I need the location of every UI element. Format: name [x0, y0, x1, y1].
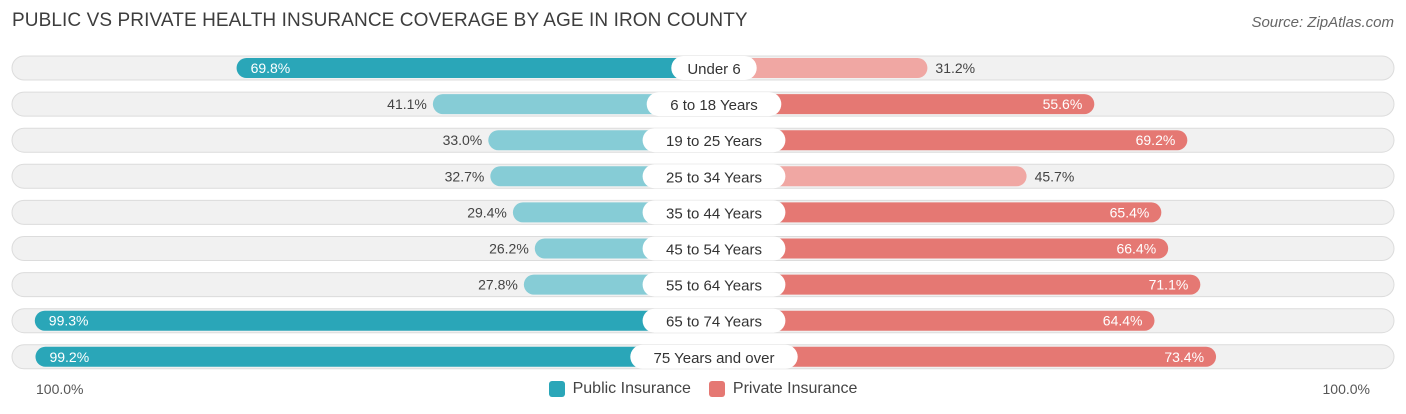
legend: Public Insurance Private Insurance [0, 380, 1406, 398]
legend-label-private: Private Insurance [732, 380, 858, 397]
private-bar [714, 130, 1188, 151]
private-value-label: 45.7% [1035, 168, 1075, 184]
private-bar [714, 166, 1027, 187]
category-pill [642, 164, 786, 189]
private-value-label: 71.1% [1149, 277, 1189, 293]
legend-item-private: Private Insurance [708, 380, 858, 398]
category-label: 35 to 44 Years [666, 205, 762, 222]
category-pill [642, 308, 786, 333]
public-value-label: 33.0% [443, 132, 483, 148]
private-bar [714, 202, 1162, 223]
private-value-label: 66.4% [1116, 241, 1156, 257]
category-label: Under 6 [687, 61, 740, 78]
public-bar [236, 58, 714, 78]
private-value-label: 65.4% [1110, 204, 1150, 220]
private-bar [714, 346, 1217, 367]
category-label: 45 to 54 Years [666, 242, 762, 259]
public-value-label: 41.1% [387, 96, 427, 112]
public-bar [432, 94, 714, 115]
private-value-label: 55.6% [1043, 96, 1083, 112]
category-label: 25 to 34 Years [666, 169, 762, 186]
legend-item-public: Public Insurance [548, 380, 691, 398]
private-value-label: 64.4% [1103, 313, 1143, 329]
public-bar [34, 310, 714, 331]
private-value-label: 73.4% [1164, 349, 1204, 365]
private-bar [714, 238, 1169, 259]
public-value-label: 69.8% [251, 60, 291, 76]
private-bar [714, 94, 1095, 115]
private-bar [714, 274, 1201, 295]
category-pill [646, 92, 782, 117]
axis-right-label: 100.0% [1322, 381, 1370, 397]
category-pill [642, 128, 786, 153]
source-note: Source: ZipAtlas.com [1251, 14, 1394, 31]
legend-label-public: Public Insurance [572, 380, 691, 397]
private-value-label: 31.2% [935, 60, 975, 76]
public-bar [35, 346, 715, 367]
private-bar [714, 58, 928, 78]
category-label: 75 Years and over [654, 350, 775, 367]
category-label: 55 to 64 Years [666, 278, 762, 295]
category-label: 6 to 18 Years [670, 97, 758, 114]
category-pill [630, 344, 798, 369]
public-value-label: 29.4% [467, 204, 507, 220]
public-value-label: 32.7% [445, 168, 485, 184]
category-label: 65 to 74 Years [666, 314, 762, 331]
private-value-label: 69.2% [1136, 132, 1176, 148]
public-value-label: 26.2% [489, 241, 529, 257]
axis-left-label: 100.0% [36, 381, 84, 397]
public-value-label: 27.8% [478, 277, 518, 293]
legend-swatch-private [708, 381, 725, 397]
category-pill [642, 200, 786, 225]
category-pill [642, 236, 786, 261]
public-value-label: 99.3% [49, 313, 89, 329]
category-pill [642, 272, 786, 297]
chart-title: PUBLIC VS PRIVATE HEALTH INSURANCE COVER… [12, 10, 748, 31]
legend-swatch-public [548, 381, 565, 397]
public-value-label: 99.2% [49, 349, 89, 365]
category-label: 19 to 25 Years [666, 133, 762, 150]
category-pill [671, 56, 757, 80]
chart: 69.8% 31.2% Under 6 41.1% 55.6% 6 to 18 Years… [11, 55, 1395, 370]
private-bar [714, 310, 1155, 331]
